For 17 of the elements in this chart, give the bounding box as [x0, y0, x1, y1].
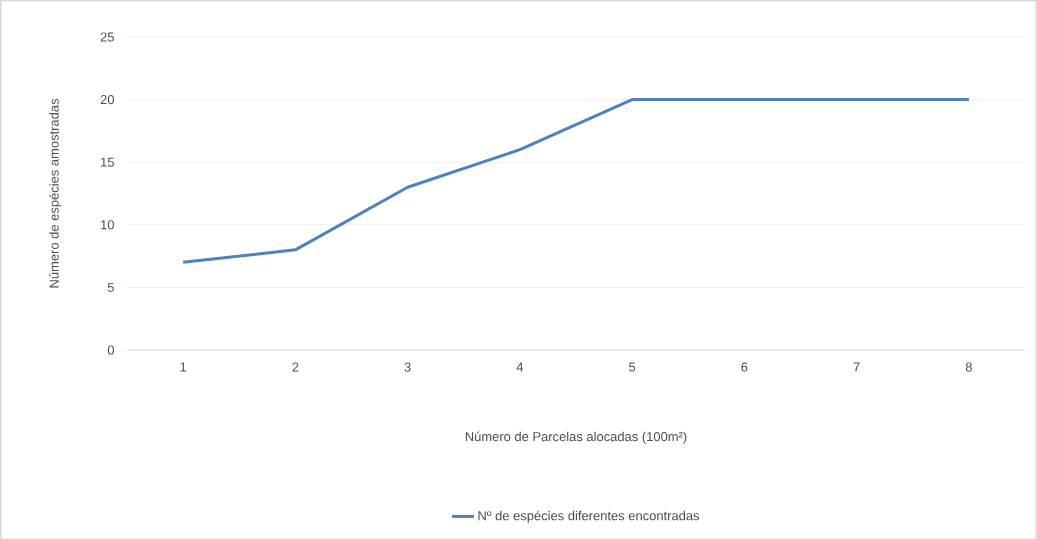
y-tick-label: 10 — [101, 220, 114, 230]
x-axis-title: Número de Parcelas alocadas (100m²) — [465, 431, 687, 444]
legend-label: Nº de espécies diferentes encontradas — [478, 510, 700, 523]
x-tick-label: 6 — [741, 362, 748, 372]
y-tick-label: 5 — [107, 282, 114, 292]
x-tick-label: 3 — [404, 362, 411, 372]
y-tick-label: 0 — [107, 345, 114, 355]
x-tick-label: 1 — [180, 362, 187, 372]
y-tick-label: 20 — [100, 95, 114, 105]
x-tick-label: 8 — [965, 362, 972, 372]
y-axis-title: Número de espécies amostradas — [49, 98, 62, 288]
x-tick-label: 2 — [292, 362, 299, 372]
y-tick-label: 25 — [100, 32, 114, 42]
x-tick-label: 4 — [516, 362, 524, 372]
x-tick-label: 5 — [629, 362, 636, 372]
x-tick-label: 7 — [853, 362, 860, 372]
y-tick-label: 15 — [101, 157, 114, 167]
